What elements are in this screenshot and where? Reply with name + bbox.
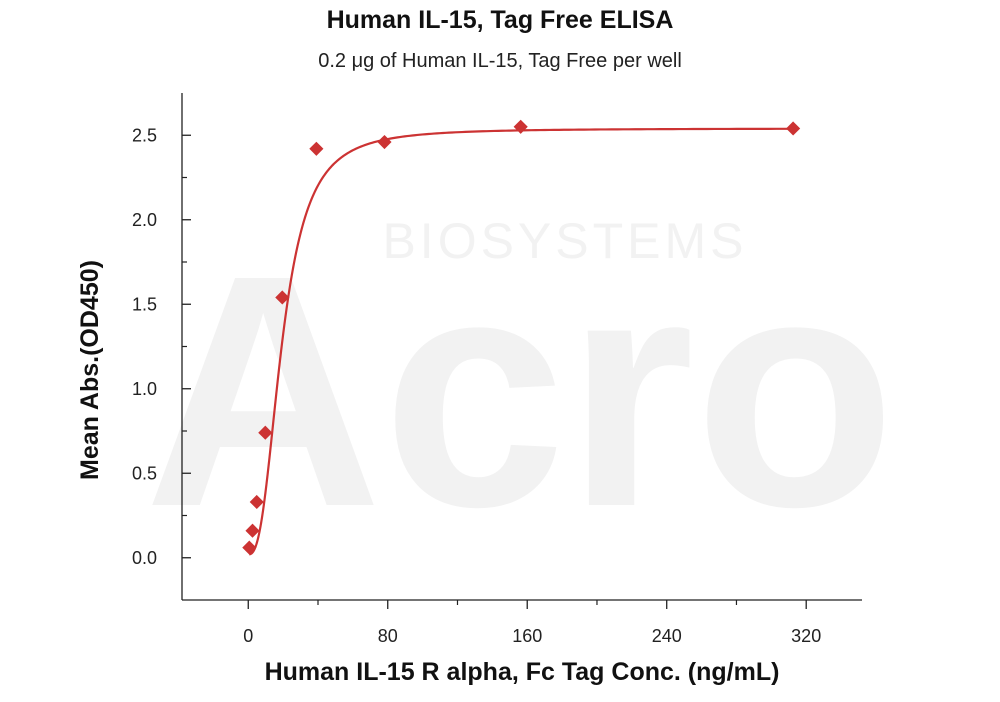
y-axis-title: Mean Abs.(OD450) <box>76 260 104 480</box>
data-point <box>513 119 528 134</box>
data-point <box>275 290 290 305</box>
chart-title: Human IL-15, Tag Free ELISA <box>326 6 674 34</box>
watermark-logo-text: Acro <box>144 206 896 575</box>
data-points-layer <box>242 119 801 555</box>
x-tick-label: 240 <box>652 626 682 646</box>
x-tick-label: 80 <box>378 626 398 646</box>
data-point <box>377 134 392 150</box>
x-tick-label: 320 <box>791 626 821 646</box>
y-tick-label: 2.5 <box>132 125 157 145</box>
y-tick-label: 2.0 <box>132 210 157 230</box>
data-point <box>309 141 324 156</box>
data-point <box>786 121 801 136</box>
fit-curve <box>248 127 794 556</box>
chart-subtitle: 0.2 μg of Human IL-15, Tag Free per well <box>318 50 682 72</box>
y-tick-label: 1.5 <box>132 294 157 314</box>
data-point <box>249 494 264 510</box>
data-point <box>242 540 257 555</box>
x-tick-label: 0 <box>243 626 253 646</box>
axes: 0.0 0.5 1.0 1.5 2.0 2.5 0 80 160 240 320 <box>132 93 862 646</box>
data-point <box>245 523 260 538</box>
x-tick-label: 160 <box>512 626 542 646</box>
y-tick-label: 1.0 <box>132 379 157 399</box>
watermark-logo: BIOSYSTEMS Acro <box>144 206 896 575</box>
y-tick-label: 0.0 <box>132 548 157 568</box>
y-tick-label: 0.5 <box>132 463 157 483</box>
x-axis-title: Human IL-15 R alpha, Fc Tag Conc. (ng/mL… <box>265 658 780 686</box>
fit-curve-layer <box>248 127 794 556</box>
data-point <box>258 425 273 440</box>
watermark-brand-text: BIOSYSTEMS <box>382 213 747 269</box>
